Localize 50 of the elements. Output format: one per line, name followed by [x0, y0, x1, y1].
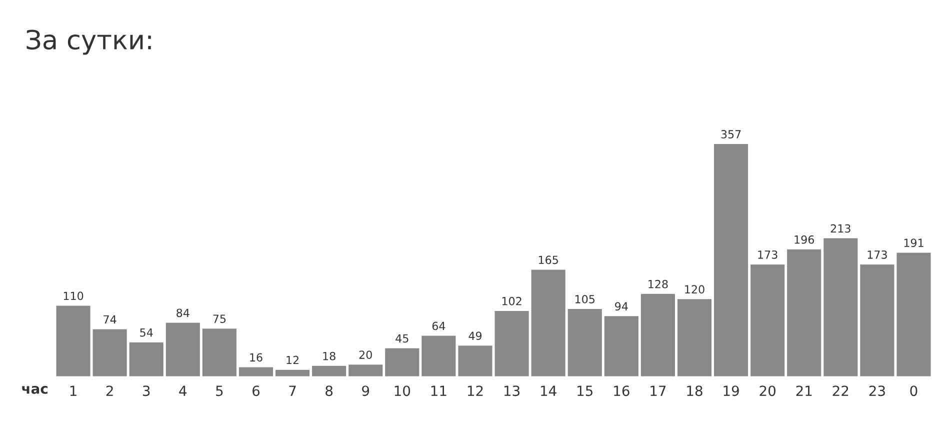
x-tick-label: 13 — [504, 386, 520, 396]
x-tick-label: 12 — [468, 386, 483, 396]
x-tick-label: 16 — [614, 386, 630, 396]
data-label: 64 — [432, 322, 446, 330]
data-label: 120 — [685, 285, 704, 294]
data-label: 102 — [502, 296, 522, 306]
data-label: 213 — [830, 224, 850, 233]
x-tick-label: 1 — [70, 386, 76, 396]
data-label: 165 — [538, 256, 558, 264]
data-label: 20 — [359, 350, 372, 359]
data-label: 173 — [758, 250, 778, 259]
x-tick-label: 10 — [394, 386, 410, 396]
data-label: 12 — [286, 356, 298, 364]
x-tick-label: 7 — [289, 386, 296, 396]
data-label: 128 — [648, 280, 668, 288]
data-label: 16 — [250, 353, 262, 362]
data-label: 105 — [575, 294, 594, 304]
x-tick-label: 5 — [216, 386, 223, 396]
x-tick-label: 18 — [687, 386, 702, 396]
data-label: 196 — [794, 235, 814, 244]
x-tick-label: 14 — [541, 386, 556, 396]
data-label: 173 — [868, 250, 887, 259]
x-axis-title: час — [22, 386, 48, 394]
x-tick-label: 15 — [578, 386, 592, 396]
data-label: 191 — [904, 238, 924, 248]
data-label: 18 — [323, 352, 336, 360]
x-tick-label: 4 — [179, 386, 187, 396]
data-label: 110 — [64, 292, 84, 300]
data-label: 357 — [721, 130, 741, 138]
data-label: 45 — [396, 334, 408, 343]
x-tick-label: 2 — [106, 386, 113, 396]
data-label: 94 — [615, 302, 628, 311]
x-tick-label: 20 — [760, 386, 776, 396]
x-tick-label: 22 — [832, 386, 848, 396]
x-tick-label: 19 — [724, 386, 739, 396]
x-tick-label: 17 — [650, 386, 666, 396]
data-label: 54 — [140, 328, 153, 337]
data-label: 49 — [468, 332, 482, 340]
data-label: 75 — [213, 314, 226, 323]
x-tick-label: 6 — [252, 386, 260, 396]
x-tick-label: 3 — [142, 386, 150, 396]
data-label: 84 — [176, 308, 190, 318]
chart-title: За сутки: — [26, 30, 151, 55]
x-tick-label: 23 — [869, 386, 885, 396]
x-tick-label: 9 — [362, 386, 370, 396]
x-tick-label: 11 — [431, 386, 446, 396]
x-tick-label: 21 — [796, 386, 812, 396]
data-label: 74 — [104, 315, 116, 324]
x-tick-label: 8 — [326, 386, 333, 396]
x-tick-label: 0 — [910, 386, 918, 396]
